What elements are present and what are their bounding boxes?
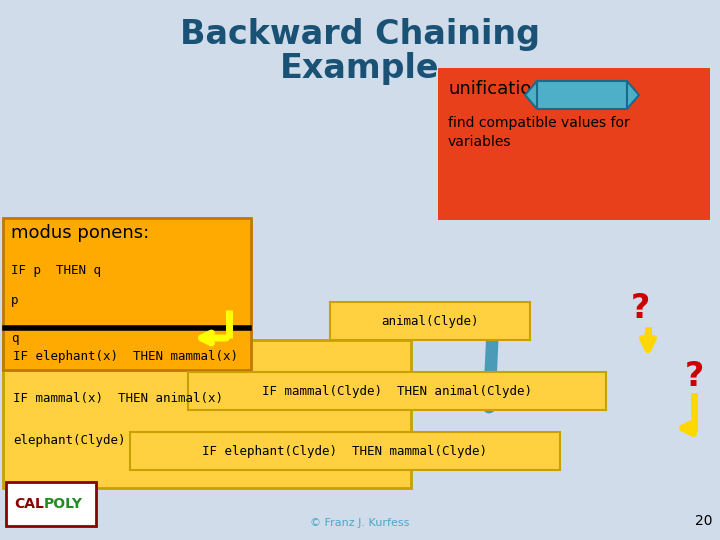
- Text: ?: ?: [631, 292, 649, 325]
- Text: animal(Clyde): animal(Clyde): [382, 314, 479, 327]
- Text: modus ponens:: modus ponens:: [11, 224, 149, 242]
- Text: CAL: CAL: [14, 497, 44, 511]
- Text: IF elephant(x)  THEN mammal(x)

IF mammal(x)  THEN animal(x)

elephant(Clyde): IF elephant(x) THEN mammal(x) IF mammal(…: [13, 350, 238, 447]
- Text: 20: 20: [695, 514, 712, 528]
- Text: q: q: [11, 332, 19, 345]
- FancyBboxPatch shape: [537, 81, 627, 109]
- FancyBboxPatch shape: [130, 432, 560, 470]
- Text: ?: ?: [685, 360, 703, 393]
- FancyBboxPatch shape: [3, 340, 411, 488]
- Text: find compatible values for
variables: find compatible values for variables: [448, 116, 630, 150]
- Text: IF elephant(Clyde)  THEN mammal(Clyde): IF elephant(Clyde) THEN mammal(Clyde): [202, 444, 487, 457]
- FancyBboxPatch shape: [6, 482, 96, 526]
- Text: Example: Example: [280, 52, 440, 85]
- FancyBboxPatch shape: [438, 68, 710, 220]
- Text: © Franz J. Kurfess: © Franz J. Kurfess: [310, 518, 410, 528]
- Polygon shape: [627, 81, 639, 109]
- FancyBboxPatch shape: [188, 372, 606, 410]
- FancyBboxPatch shape: [330, 302, 530, 340]
- Text: unification:: unification:: [448, 80, 549, 98]
- Text: IF mammal(Clyde)  THEN animal(Clyde): IF mammal(Clyde) THEN animal(Clyde): [262, 384, 532, 397]
- Polygon shape: [525, 81, 537, 109]
- FancyBboxPatch shape: [3, 218, 251, 370]
- Text: Backward Chaining: Backward Chaining: [180, 18, 540, 51]
- Text: IF p  THEN q: IF p THEN q: [11, 264, 101, 277]
- Text: p: p: [11, 294, 19, 307]
- Text: POLY: POLY: [44, 497, 83, 511]
